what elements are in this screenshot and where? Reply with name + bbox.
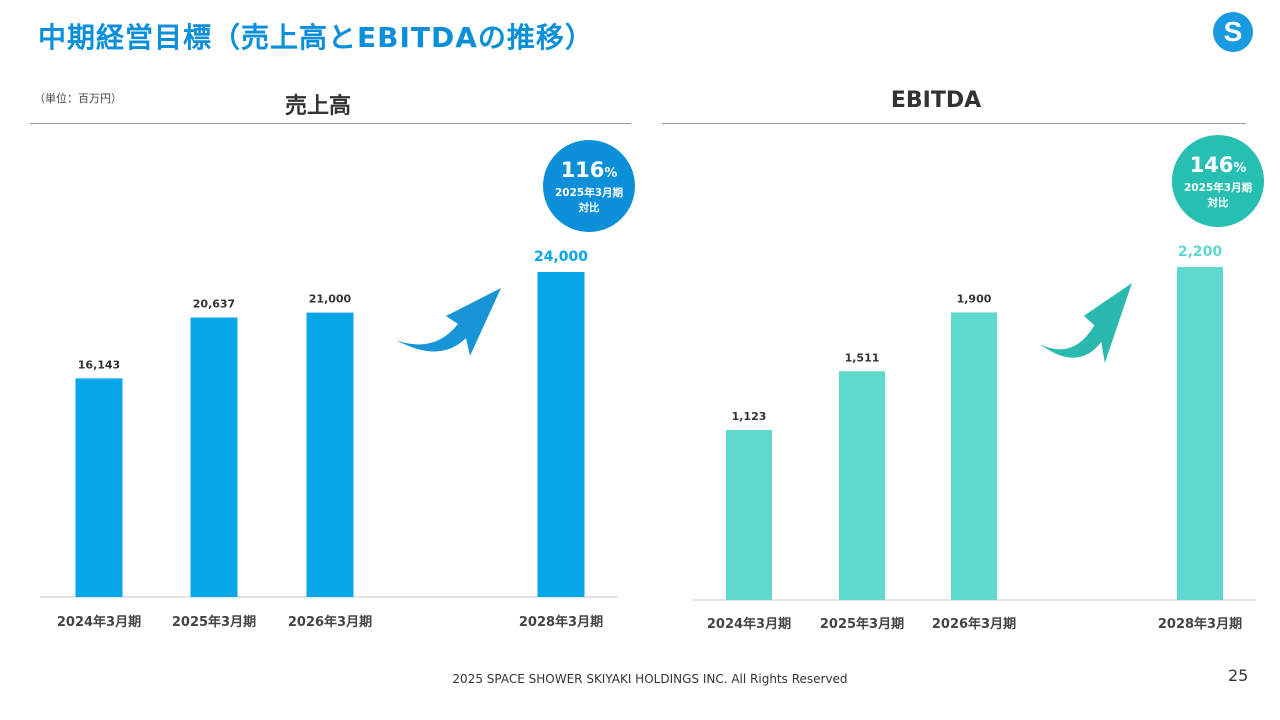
ebitda-badge-percent-suffix: % (1233, 161, 1246, 176)
ebitda-value-label: 1,511 (845, 351, 880, 364)
page-number: 25 (1228, 666, 1249, 685)
sales-value-label: 20,637 (193, 298, 235, 311)
ebitda-chart: 1,123 2024年3月期 1,511 2025年3月期 1,900 2026年3月期 2… (692, 135, 1264, 632)
sales-category-label: 2024年3月期 (57, 614, 141, 630)
sales-value-label: 16,143 (78, 358, 120, 371)
ebitda-value-label: 1,123 (732, 410, 767, 423)
sales-badge-percent-value: 116 (561, 158, 605, 182)
ebitda-value-label: 1,900 (957, 292, 992, 305)
ebitda-bar (839, 371, 885, 600)
sales-badge-line2: 対比 (578, 201, 600, 214)
sales-value-label: 21,000 (309, 293, 352, 306)
sales-badge-percent: 116% (561, 158, 618, 182)
sales-growth-badge (543, 140, 635, 232)
ebitda-category-label: 2028年3月期 (1158, 616, 1242, 632)
ebitda-category-label: 2026年3月期 (932, 616, 1016, 632)
ebitda-badge-percent: 146% (1190, 153, 1247, 177)
sales-category-label: 2025年3月期 (172, 614, 256, 630)
ebitda-bar (1177, 267, 1223, 600)
sales-bar (190, 317, 238, 597)
sales-title-rule (30, 123, 631, 124)
sales-badge-percent-suffix: % (604, 166, 617, 181)
ebitda-title-rule (662, 123, 1246, 124)
sales-bar (75, 378, 123, 597)
ebitda-badge-percent-value: 146 (1190, 153, 1234, 177)
sales-category-label: 2028年3月期 (519, 614, 603, 630)
sales-chart-title: 売上高 (284, 94, 351, 119)
sales-badge-line1: 2025年3月期 (555, 186, 623, 199)
sales-value-label: 24,000 (534, 249, 588, 265)
ebitda-growth-arrow-icon (1040, 283, 1132, 363)
sales-bar (306, 312, 354, 597)
sales-bar (537, 272, 585, 597)
ebitda-bar (951, 312, 997, 600)
ebitda-category-label: 2025年3月期 (820, 616, 904, 632)
sales-category-label: 2026年3月期 (288, 614, 372, 630)
ebitda-value-label: 2,200 (1178, 244, 1223, 260)
ebitda-badge-line2: 対比 (1207, 196, 1230, 209)
sales-growth-arrow-icon (396, 288, 501, 356)
ebitda-category-label: 2024年3月期 (707, 616, 791, 632)
ebitda-chart-title: EBITDA (890, 88, 982, 113)
page-title: 中期経営目標（売上高とEBITDAの推移） (38, 21, 594, 54)
copyright-footer: 2025 SPACE SHOWER SKIYAKI HOLDINGS INC. … (452, 672, 848, 686)
unit-label: （単位：百万円） (34, 92, 122, 105)
ebitda-badge-line1: 2025年3月期 (1184, 181, 1252, 194)
sales-chart: 16,143 2024年3月期 20,637 2025年3月期 21,000 2026年3… (40, 140, 635, 630)
company-logo: S (1213, 12, 1253, 52)
ebitda-bar (726, 430, 772, 600)
ebitda-growth-badge (1172, 135, 1264, 227)
